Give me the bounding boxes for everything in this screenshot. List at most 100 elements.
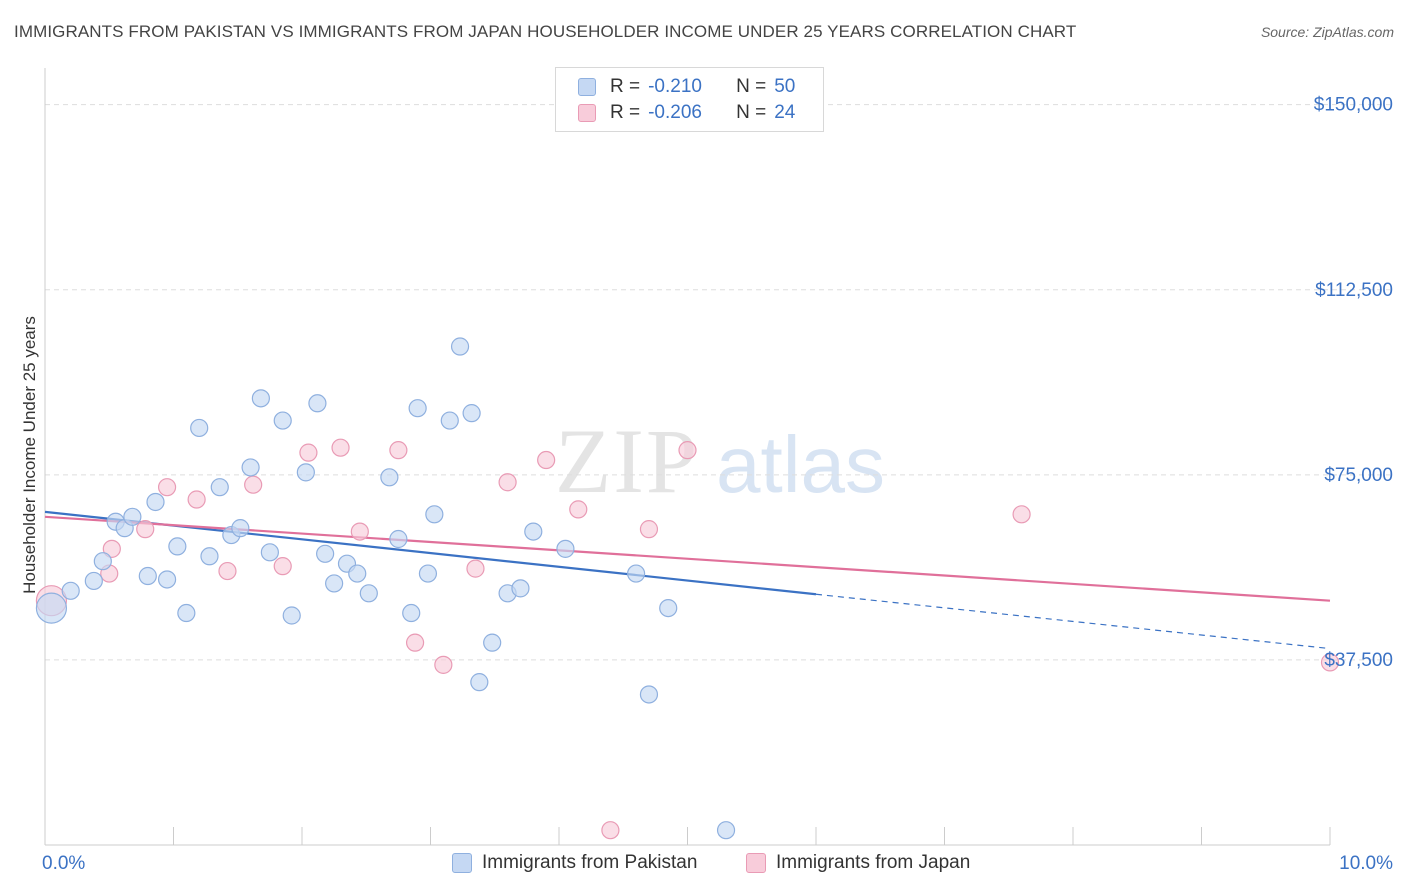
japan-point: [136, 520, 155, 539]
pakistan-point: [146, 492, 165, 512]
pakistan-point: [483, 633, 502, 652]
watermark-zip: ZIP: [555, 410, 699, 512]
pakistan-point: [200, 547, 219, 566]
pakistan-point: [470, 673, 489, 692]
legend-row-pakistan: R = -0.210 N = 50: [578, 75, 795, 99]
pakistan-point: [273, 411, 292, 430]
japan-point: [405, 633, 425, 652]
series-legend-japan[interactable]: Immigrants from Japan: [746, 852, 970, 874]
y-tick-label: $37,500: [1324, 650, 1393, 671]
series-name-japan: Immigrants from Japan: [776, 852, 971, 873]
legend-r-value: -0.210: [648, 76, 702, 97]
pakistan-point: [440, 411, 459, 430]
japan-point: [102, 539, 121, 558]
pakistan-point: [316, 544, 335, 563]
japan-point: [331, 438, 350, 457]
legend-r-value: -0.206: [648, 102, 702, 123]
pakistan-point: [408, 399, 427, 418]
pakistan-point: [402, 603, 421, 623]
watermark-atlas: atlas: [716, 420, 885, 509]
pakistan-point: [524, 522, 543, 541]
y-axis-label: Householder Income Under 25 years: [20, 316, 39, 594]
pakistan-point: [389, 529, 408, 549]
japan-point: [569, 500, 588, 519]
pakistan-legend-swatch: [452, 853, 472, 873]
japan-swatch: [578, 104, 596, 122]
japan-point: [1012, 505, 1031, 524]
grid-lines: [45, 104, 1390, 661]
pakistan-point: [210, 478, 229, 497]
japan-point: [273, 557, 292, 576]
pakistan-point: [190, 418, 209, 438]
pakistan-point: [138, 566, 157, 586]
x-tick-label: 0.0%: [42, 853, 85, 874]
pakistan-point: [450, 337, 470, 356]
japan-point: [678, 441, 697, 460]
pakistan-point: [157, 570, 177, 589]
pakistan-point: [177, 603, 196, 623]
japan-point: [299, 443, 318, 462]
legend-row-japan: R = -0.206 N = 24: [578, 101, 795, 125]
pakistan-point: [659, 598, 678, 618]
legend-n-label: N =: [736, 102, 767, 123]
pakistan-point: [359, 584, 378, 603]
tick-labels: $37,500 $75,000 $112,500 $150,000 0.0% 10.0%: [42, 95, 1393, 874]
pakistan-point: [168, 537, 187, 556]
japan-point: [1320, 653, 1340, 672]
japan-point: [498, 473, 517, 492]
japan-legend-swatch: [746, 853, 766, 873]
legend-n-value: 50: [774, 76, 796, 97]
trend-lines: [44, 510, 1331, 650]
pakistan-point: [61, 581, 80, 600]
japan-point: [350, 522, 369, 541]
pakistan-trend-extension: [815, 593, 1331, 650]
japan-point: [639, 520, 659, 539]
japan-point: [187, 490, 206, 509]
japan-trend-line: [44, 515, 1331, 602]
japan-point: [434, 655, 453, 674]
legend-n-label: N =: [736, 76, 767, 97]
legend-r-label: R =: [610, 76, 641, 97]
pakistan-point: [296, 463, 315, 482]
pakistan-point: [348, 564, 367, 583]
series-name-pakistan: Immigrants from Pakistan: [482, 852, 698, 873]
japan-point: [218, 561, 237, 581]
pakistan-point: [556, 539, 575, 558]
pakistan-point: [241, 458, 260, 477]
source-label: Source: ZipAtlas.com: [1260, 24, 1394, 40]
pakistan-point: [35, 592, 68, 624]
chart-title: IMMIGRANTS FROM PAKISTAN VS IMMIGRANTS F…: [14, 22, 1077, 41]
pakistan-point: [282, 606, 301, 625]
pakistan-point: [251, 389, 270, 408]
japan-point: [389, 441, 408, 460]
pakistan-point: [84, 571, 103, 591]
japan-point: [244, 475, 263, 494]
pakistan-point: [308, 394, 327, 413]
correlation-legend: R = -0.210 N = 50 R = -0.206 N = 24: [555, 67, 824, 132]
y-tick-label: $75,000: [1324, 465, 1393, 486]
pakistan-point: [716, 821, 736, 840]
watermark: ZIP atlas: [555, 410, 885, 512]
japan-point: [537, 450, 556, 470]
x-tick-label: 10.0%: [1339, 853, 1393, 874]
pakistan-point: [380, 468, 399, 487]
axes: [44, 68, 1331, 846]
pakistan-point: [626, 564, 646, 583]
pakistan-swatch: [578, 78, 596, 96]
pakistan-point: [418, 564, 438, 583]
pakistan-point: [123, 507, 142, 526]
pakistan-point: [639, 685, 659, 704]
pakistan-point: [511, 579, 530, 598]
japan-point: [157, 478, 177, 497]
legend-n-value: 24: [774, 102, 796, 123]
pakistan-point: [260, 543, 279, 562]
pakistan-point: [462, 404, 481, 423]
pakistan-point: [231, 519, 250, 538]
legend-r-label: R =: [610, 102, 641, 123]
data-points: [35, 337, 1340, 840]
series-legend-pakistan[interactable]: Immigrants from Pakistan: [452, 852, 697, 874]
japan-point: [601, 821, 620, 840]
pakistan-point: [93, 552, 112, 571]
y-tick-label: $150,000: [1314, 95, 1393, 116]
